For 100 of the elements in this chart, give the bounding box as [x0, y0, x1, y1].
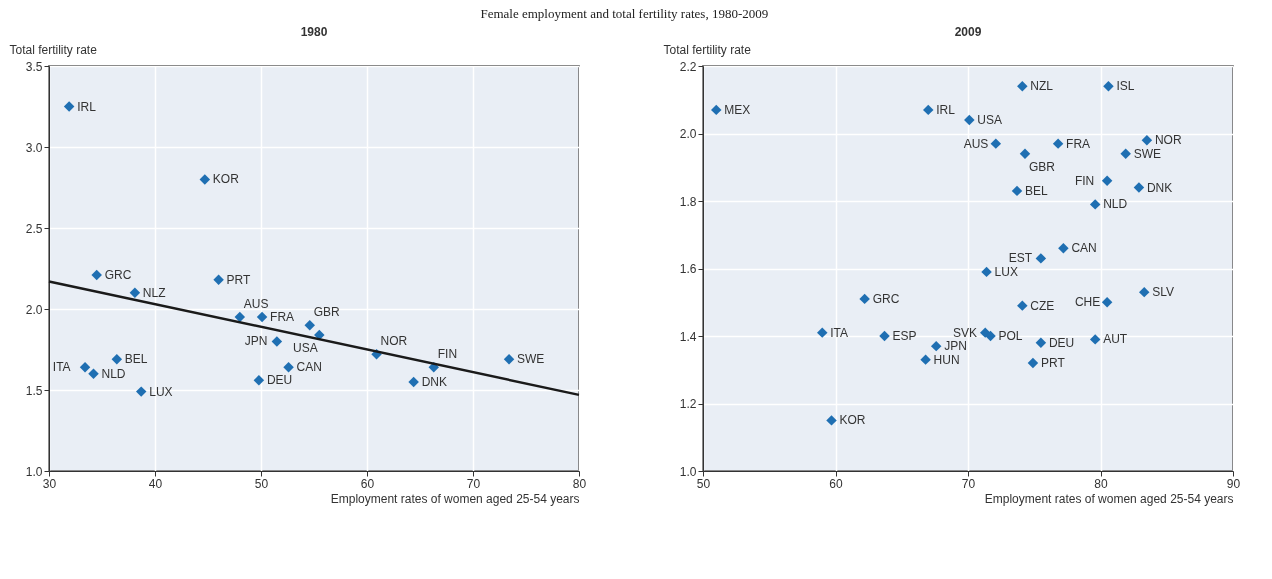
- x-axis-title: Employment rates of women aged 25-54 years: [984, 491, 1234, 506]
- point: [1120, 148, 1131, 159]
- annotation: PRT: [226, 272, 252, 287]
- y-tick-label: 1.4: [679, 329, 697, 344]
- point: [859, 293, 870, 305]
- y-axis-title: Total fertility rate: [663, 42, 752, 57]
- annotation: USA: [977, 113, 1003, 127]
- annotation: SWE: [1133, 146, 1162, 161]
- point: [271, 336, 283, 347]
- point: [503, 353, 515, 365]
- annotation: DNK: [1146, 180, 1173, 195]
- point: [256, 311, 268, 323]
- point: [879, 330, 890, 342]
- annotation: NZL: [1030, 79, 1054, 94]
- annotation: SWE: [517, 352, 545, 367]
- annotation: GRC: [872, 291, 900, 306]
- point: [283, 362, 294, 373]
- point: [920, 354, 931, 365]
- y-tick-label: 3.5: [25, 59, 43, 74]
- annotation: AUS: [963, 136, 989, 151]
- chart-title: 2009: [954, 25, 982, 39]
- point: [985, 330, 996, 342]
- annotation: NOR: [380, 334, 408, 349]
- point: [1017, 300, 1028, 311]
- annotation: GBR: [1028, 159, 1056, 174]
- text: Female employment and total fertility rates, 1980-2009: [480, 6, 769, 22]
- point: [1017, 81, 1028, 92]
- x-tick-label: 80: [572, 476, 587, 491]
- x-tick-label: 60: [360, 476, 375, 491]
- point: [990, 138, 1002, 149]
- y-tick-label: 2.0: [25, 302, 43, 317]
- point: [930, 340, 942, 352]
- point: [129, 287, 141, 299]
- y-tick-label: 2.2: [679, 59, 697, 74]
- chart-title: 1980: [300, 25, 328, 39]
- point: [1058, 243, 1069, 254]
- annotation: POL: [998, 329, 1023, 343]
- annotation: NLZ: [142, 285, 166, 300]
- annotation: ESP: [892, 329, 917, 343]
- annotation: GRC: [104, 267, 132, 282]
- annotation: CHE: [1074, 295, 1101, 310]
- point: [711, 104, 722, 116]
- annotation: USA: [293, 340, 318, 355]
- annotation: DNK: [421, 374, 447, 389]
- point: [79, 362, 91, 373]
- annotation: AUT: [1103, 332, 1128, 347]
- annotation: LUX: [149, 384, 173, 399]
- y-axis-title: Total fertility rate: [9, 42, 98, 57]
- y-tick-label: 1.0: [679, 464, 697, 479]
- point: [1103, 81, 1114, 92]
- annotation: DEU: [266, 373, 293, 388]
- y-tick-label: 2.0: [679, 127, 697, 141]
- point: [817, 327, 828, 338]
- annotation: GBR: [313, 305, 341, 320]
- point: [1089, 199, 1101, 210]
- annotation: FRA: [270, 310, 295, 325]
- annotation: SLV: [1152, 285, 1175, 300]
- x-tick-label: 80: [1094, 476, 1108, 491]
- annotation: DEU: [1048, 335, 1075, 350]
- annotation: ITA: [830, 325, 849, 340]
- annotation: IRL: [936, 102, 956, 117]
- y-tick-label: 3.0: [25, 140, 43, 155]
- point: [1101, 297, 1113, 308]
- annotation: KOR: [839, 413, 866, 428]
- x-tick-label: 70: [466, 476, 481, 491]
- annotation: MEX: [724, 102, 751, 117]
- point: [826, 415, 837, 426]
- y-tick-label: 1.8: [679, 194, 697, 209]
- y-tick-label: 1.0: [25, 464, 43, 479]
- point: [135, 386, 147, 397]
- annotation: FIN: [1074, 173, 1095, 188]
- x-tick-label: 40: [148, 476, 163, 491]
- x-tick-label: 70: [961, 476, 976, 491]
- annotation: SVK: [953, 325, 978, 340]
- annotation: IRL: [77, 99, 97, 114]
- point: [63, 101, 75, 112]
- annotation: HUN: [933, 352, 960, 367]
- annotation: KOR: [212, 172, 240, 187]
- x-tick-label: 50: [696, 476, 711, 491]
- x-axis-title: Employment rates of women aged 25-54 years: [330, 491, 580, 506]
- point: [1133, 182, 1145, 193]
- annotation: PRT: [1040, 356, 1066, 370]
- annotation: BEL: [1025, 183, 1049, 198]
- point: [981, 266, 992, 278]
- y-tick-label: 1.6: [679, 262, 697, 276]
- annotation: EST: [1008, 251, 1033, 266]
- point: [964, 114, 975, 126]
- annotation: JPN: [944, 339, 967, 354]
- point: [1101, 175, 1113, 186]
- point: [199, 174, 211, 185]
- point: [1027, 357, 1039, 369]
- point: [91, 269, 102, 281]
- point: [1019, 148, 1031, 159]
- point: [1035, 253, 1047, 264]
- annotation: CAN: [1071, 241, 1097, 256]
- x-tick-label: 60: [829, 476, 843, 491]
- point: [1011, 185, 1023, 197]
- annotation: NLD: [101, 366, 126, 381]
- annotation: LUX: [994, 264, 1018, 279]
- point: [234, 311, 246, 323]
